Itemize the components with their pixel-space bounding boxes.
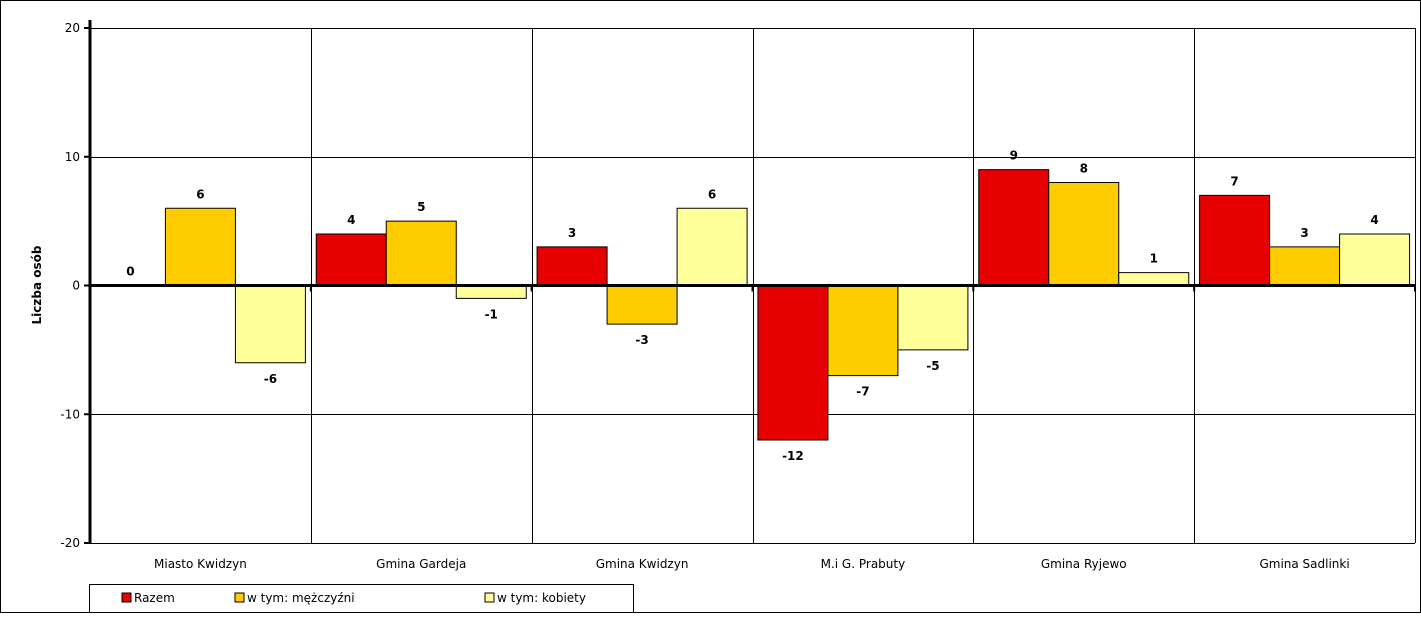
data-label: -7 [856, 385, 869, 399]
bar [1048, 182, 1120, 286]
category-label: M.i G. Prabuty [821, 557, 906, 571]
category-label: Gmina Kwidzyn [596, 557, 689, 571]
bar [385, 220, 457, 286]
bar [455, 285, 527, 299]
data-label: -3 [635, 333, 648, 347]
legend: Razem w tym: mężczyźni w tym: kobiety [89, 584, 634, 613]
data-label: 1 [1150, 252, 1158, 266]
y-tick-label: -20 [60, 536, 80, 550]
data-label: 3 [568, 226, 576, 240]
data-labels: 0 6 -6 4 5 -1 3 -3 6 -12 -7 -5 9 8 1 7 3 4 [126, 149, 1379, 463]
y-tick-label: -10 [60, 407, 80, 421]
y-tick-label: 20 [65, 21, 80, 35]
category-label: Miasto Kwidzyn [154, 557, 247, 571]
category-label: Gmina Sadlinki [1259, 557, 1349, 571]
data-label: 4 [1370, 213, 1378, 227]
bar [827, 285, 899, 377]
bar [1118, 272, 1190, 286]
legend-label: w tym: kobiety [497, 591, 586, 605]
category-label: Gmina Ryjewo [1041, 557, 1127, 571]
bar [606, 285, 678, 325]
data-label: 4 [347, 213, 355, 227]
bar [1339, 233, 1411, 286]
bar [757, 285, 829, 441]
category-labels: Miasto Kwidzyn Gmina Gardeja Gmina Kwidzyn… [154, 557, 1350, 571]
legend-label: w tym: mężczyźni [247, 591, 355, 605]
data-label: 6 [196, 187, 204, 201]
y-axis-title: Liczba osób [30, 245, 44, 324]
legend-swatch [484, 592, 495, 603]
y-tick-label: 0 [72, 279, 80, 293]
legend-box [89, 584, 634, 613]
data-label: 7 [1230, 174, 1238, 188]
data-label: -1 [485, 307, 498, 321]
data-label: -12 [782, 449, 804, 463]
data-label: -6 [264, 372, 277, 386]
bar [1199, 194, 1271, 286]
data-label: 3 [1300, 226, 1308, 240]
bar [897, 285, 969, 351]
data-label: 9 [1010, 149, 1018, 163]
y-tick-label: 10 [65, 150, 80, 164]
legend-swatch [121, 592, 132, 603]
y-tick-labels: -20 -10 0 10 20 [60, 21, 80, 550]
category-label: Gmina Gardeja [376, 557, 466, 571]
data-label: -5 [926, 359, 939, 373]
data-label: 6 [708, 187, 716, 201]
axes [84, 20, 1416, 544]
bar [536, 246, 608, 286]
bar [234, 285, 306, 364]
bar [1269, 246, 1341, 286]
data-label: 5 [417, 200, 425, 214]
legend-swatch [234, 592, 245, 603]
bar [978, 169, 1050, 286]
legend-label: Razem [134, 591, 175, 605]
data-label: 8 [1080, 162, 1088, 176]
bar [164, 207, 236, 286]
data-label: 0 [126, 265, 134, 279]
bar [315, 233, 387, 286]
bar [676, 207, 748, 286]
